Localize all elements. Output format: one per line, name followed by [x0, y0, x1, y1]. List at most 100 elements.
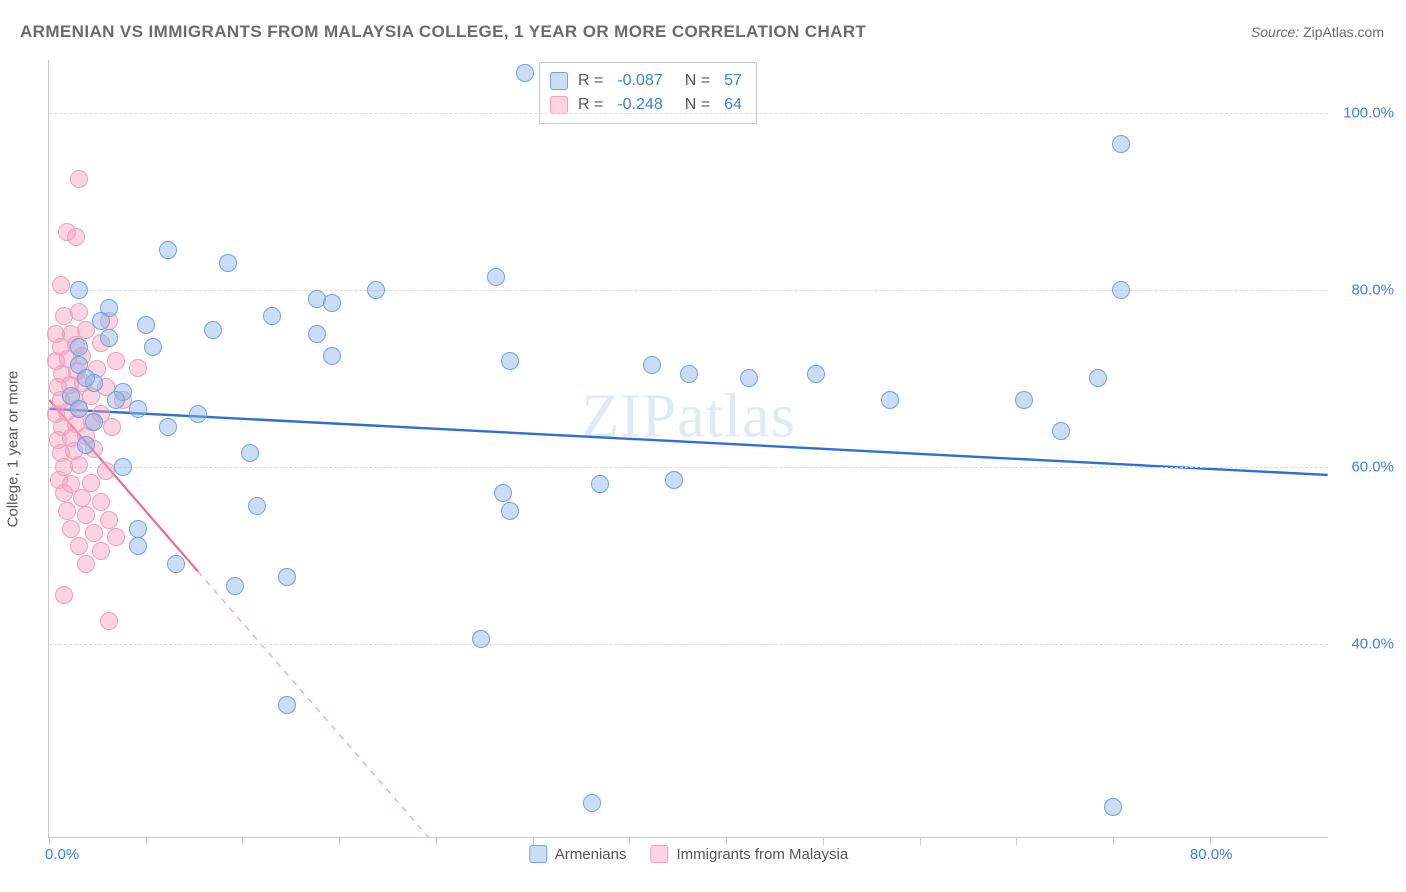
plot-area: College, 1 year or more ZIPatlas R =-0.0…: [48, 60, 1328, 838]
scatter-point: [159, 418, 177, 436]
scatter-point: [100, 329, 118, 347]
y-tick-label: 40.0%: [1351, 635, 1394, 652]
x-tick: [339, 837, 340, 845]
scatter-point: [100, 511, 118, 529]
scatter-point: [52, 276, 70, 294]
scatter-point: [159, 241, 177, 259]
scatter-point: [70, 170, 88, 188]
scatter-point: [472, 630, 490, 648]
scatter-point: [85, 413, 103, 431]
scatter-point: [248, 497, 266, 515]
x-tick: [726, 837, 727, 845]
scatter-point: [494, 484, 512, 502]
source-credit: Source: ZipAtlas.com: [1251, 24, 1384, 40]
legend-swatch: [550, 72, 568, 90]
scatter-point: [665, 471, 683, 489]
scatter-point: [591, 475, 609, 493]
scatter-point: [487, 268, 505, 286]
scatter-point: [278, 568, 296, 586]
scatter-point: [643, 356, 661, 374]
scatter-point: [103, 418, 121, 436]
legend-label: Immigrants from Malaysia: [677, 846, 849, 863]
scatter-point: [367, 281, 385, 299]
x-axis-label-max: 80.0%: [1190, 846, 1233, 863]
scatter-point: [58, 502, 76, 520]
scatter-point: [501, 502, 519, 520]
scatter-point: [740, 369, 758, 387]
scatter-point: [77, 506, 95, 524]
x-tick: [242, 837, 243, 845]
chart-title: ARMENIAN VS IMMIGRANTS FROM MALAYSIA COL…: [20, 22, 866, 42]
x-tick: [629, 837, 630, 845]
scatter-point: [1112, 281, 1130, 299]
gridline-h: [49, 644, 1328, 645]
scatter-point: [129, 400, 147, 418]
scatter-point: [70, 303, 88, 321]
scatter-point: [323, 294, 341, 312]
stats-legend-box: R =-0.087N =57R =-0.248N =64: [539, 62, 757, 124]
scatter-point: [129, 359, 147, 377]
y-tick-label: 60.0%: [1351, 458, 1394, 475]
scatter-point: [67, 228, 85, 246]
scatter-point: [70, 281, 88, 299]
scatter-point: [107, 391, 125, 409]
scatter-point: [70, 400, 88, 418]
scatter-point: [92, 542, 110, 560]
scatter-point: [137, 316, 155, 334]
legend-item: Immigrants from Malaysia: [651, 845, 849, 863]
source-label: Source:: [1251, 24, 1303, 40]
scatter-point: [881, 391, 899, 409]
scatter-point: [100, 612, 118, 630]
x-tick: [1210, 837, 1211, 845]
scatter-point: [1015, 391, 1033, 409]
scatter-point: [241, 444, 259, 462]
x-axis-label-min: 0.0%: [45, 846, 79, 863]
x-tick: [920, 837, 921, 845]
legend-swatch: [529, 845, 547, 863]
scatter-point: [1104, 798, 1122, 816]
scatter-point: [680, 365, 698, 383]
chart-container: ARMENIAN VS IMMIGRANTS FROM MALAYSIA COL…: [0, 0, 1406, 892]
x-tick: [1113, 837, 1114, 845]
scatter-point: [77, 436, 95, 454]
scatter-point: [129, 520, 147, 538]
x-tick: [49, 837, 50, 845]
scatter-point: [55, 586, 73, 604]
scatter-point: [278, 696, 296, 714]
legend-swatch: [651, 845, 669, 863]
scatter-point: [62, 520, 80, 538]
gridline-h: [49, 467, 1328, 468]
scatter-point: [501, 352, 519, 370]
scatter-point: [1052, 422, 1070, 440]
scatter-point: [226, 577, 244, 595]
scatter-point: [114, 458, 132, 476]
x-tick: [823, 837, 824, 845]
scatter-point: [204, 321, 222, 339]
scatter-point: [189, 405, 207, 423]
scatter-point: [70, 456, 88, 474]
legend-bottom: Armenians Immigrants from Malaysia: [529, 845, 848, 863]
scatter-point: [77, 369, 95, 387]
legend-label: Armenians: [555, 846, 627, 863]
source-value: ZipAtlas.com: [1303, 24, 1384, 40]
scatter-point: [70, 537, 88, 555]
scatter-point: [73, 489, 91, 507]
scatter-point: [85, 524, 103, 542]
watermark: ZIPatlas: [581, 382, 796, 453]
scatter-point: [323, 347, 341, 365]
scatter-point: [55, 484, 73, 502]
gridline-h: [49, 290, 1328, 291]
scatter-point: [144, 338, 162, 356]
scatter-point: [219, 254, 237, 272]
y-tick-label: 100.0%: [1343, 105, 1394, 122]
scatter-point: [92, 312, 110, 330]
gridline-h: [49, 113, 1328, 114]
scatter-point: [70, 338, 88, 356]
x-tick: [1016, 837, 1017, 845]
y-tick-label: 80.0%: [1351, 281, 1394, 298]
scatter-point: [516, 64, 534, 82]
scatter-point: [107, 352, 125, 370]
x-tick: [533, 837, 534, 845]
scatter-point: [77, 555, 95, 573]
legend-swatch: [550, 96, 568, 114]
